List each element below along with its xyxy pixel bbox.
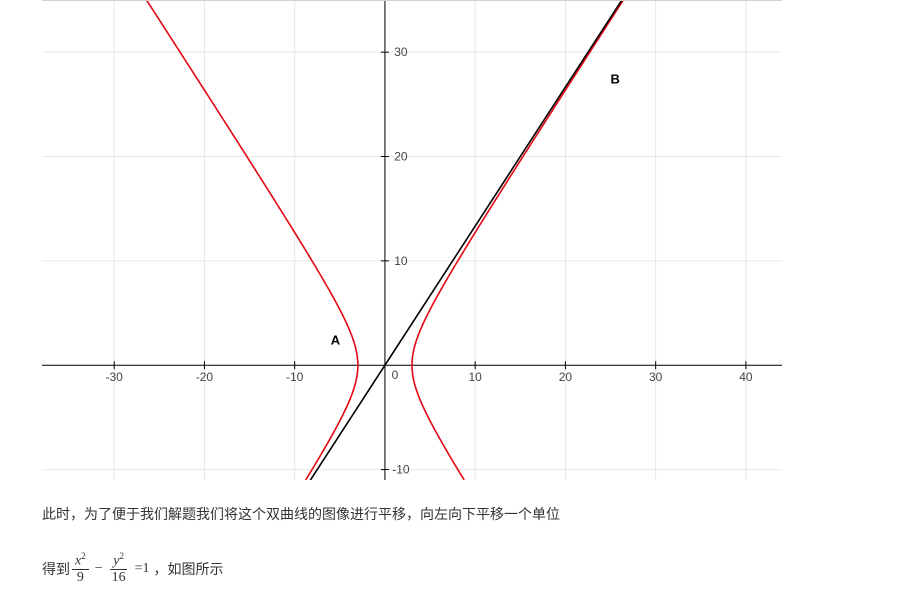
chart-svg: -30 -20 -10 10 20 30 40 -10 10 20 30 0 A B xyxy=(42,0,782,480)
paragraph-1: 此时，为了便于我们解题我们将这个双曲线的图像进行平移，向左向下平移一个单位 xyxy=(42,503,560,525)
svg-text:-10: -10 xyxy=(286,370,304,384)
chart-container: -30 -20 -10 10 20 30 40 -10 10 20 30 0 A B xyxy=(42,0,782,480)
svg-text:40: 40 xyxy=(739,370,753,384)
svg-text:-10: -10 xyxy=(392,463,410,477)
para2-prefix: 得到 xyxy=(42,558,70,580)
svg-text:10: 10 xyxy=(394,254,408,268)
fraction-y2-16: y2 16 xyxy=(109,552,129,585)
equals-op: =1 xyxy=(135,558,150,580)
svg-text:0: 0 xyxy=(392,368,399,382)
svg-text:30: 30 xyxy=(394,45,408,59)
minus-op: − xyxy=(95,558,103,580)
svg-text:-30: -30 xyxy=(106,370,124,384)
svg-text:10: 10 xyxy=(468,370,482,384)
paragraph-2: 得到 x2 9 − y2 16 =1 ，如图所示 xyxy=(42,552,224,585)
svg-text:B: B xyxy=(611,71,620,86)
svg-text:30: 30 xyxy=(649,370,663,384)
fraction-x2-9: x2 9 xyxy=(72,552,89,585)
svg-text:A: A xyxy=(331,332,341,347)
para2-suffix: ，如图所示 xyxy=(154,558,224,580)
svg-text:20: 20 xyxy=(394,150,408,164)
svg-text:-20: -20 xyxy=(196,370,214,384)
equation: x2 9 − y2 16 =1 xyxy=(70,552,154,585)
svg-text:20: 20 xyxy=(559,370,573,384)
